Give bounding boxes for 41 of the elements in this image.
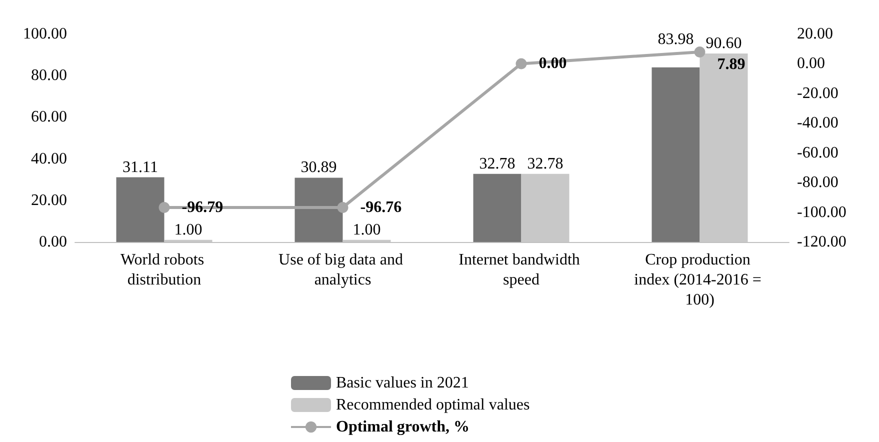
y-tick-label: 20.00 xyxy=(31,192,67,209)
data-label: 83.98 xyxy=(658,30,694,48)
bar xyxy=(294,178,343,242)
x-tick-label: Use of big data and analytics xyxy=(278,252,407,288)
y2-tick-label: 0.00 xyxy=(797,55,825,72)
y2-tick-label: 20.00 xyxy=(797,26,833,42)
bar xyxy=(473,174,522,242)
bar xyxy=(116,177,164,242)
bar xyxy=(652,67,700,242)
data-label: 32.78 xyxy=(479,155,516,172)
data-label: -96.76 xyxy=(360,198,402,216)
data-label: -96.79 xyxy=(182,199,224,216)
y-tick-label: 40.00 xyxy=(31,150,67,168)
data-label: 31.11 xyxy=(122,158,158,176)
legend-label: Recommended optimal values xyxy=(336,396,530,414)
x-tick-label: World robots distribution xyxy=(120,252,208,288)
data-label: 90.60 xyxy=(706,35,742,52)
point xyxy=(516,58,527,70)
data-label: 1.00 xyxy=(174,221,202,238)
data-label: 30.89 xyxy=(300,159,337,176)
y-tick-label: 80.00 xyxy=(31,67,67,84)
point xyxy=(694,46,706,58)
y2-tick-label: -40.00 xyxy=(797,114,838,132)
point xyxy=(158,202,170,214)
y2-tick-label: -120.00 xyxy=(797,234,846,250)
y2-tick-label: -20.00 xyxy=(797,84,838,102)
y2-tick-label: -60.00 xyxy=(797,144,838,162)
legend-label: Basic values in 2021 xyxy=(336,374,469,392)
y-tick-label: 100.00 xyxy=(23,26,67,42)
point xyxy=(337,202,348,213)
data-label: 32.78 xyxy=(527,155,564,172)
y-tick-label: 60.00 xyxy=(31,108,67,126)
data-label: 7.89 xyxy=(717,56,746,74)
legend-label: Optimal growth, % xyxy=(336,418,470,436)
y2-tick-label: -80.00 xyxy=(797,174,838,192)
y2-tick-label: -100.00 xyxy=(797,204,846,221)
data-label: 1.00 xyxy=(352,221,381,238)
x-tick-label: Internet bandwidth speed xyxy=(458,252,584,288)
x-tick-label: Crop production index (2014-2016 = 100) xyxy=(634,252,766,308)
data-label: 0.00 xyxy=(538,55,567,72)
y-tick-label: 0.00 xyxy=(39,234,67,250)
